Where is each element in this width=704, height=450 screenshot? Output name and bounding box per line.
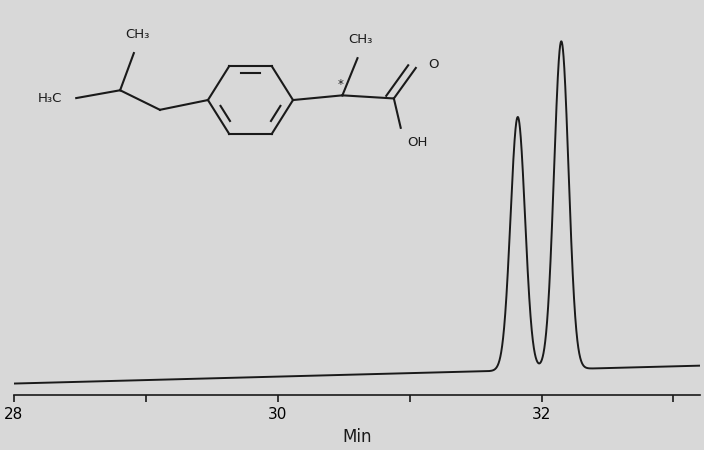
Text: CH₃: CH₃: [125, 28, 149, 41]
Text: CH₃: CH₃: [348, 33, 373, 45]
X-axis label: Min: Min: [342, 428, 372, 446]
Text: O: O: [428, 58, 439, 71]
Text: H₃C: H₃C: [38, 92, 63, 104]
Text: OH: OH: [408, 136, 428, 149]
Text: *: *: [337, 78, 344, 90]
